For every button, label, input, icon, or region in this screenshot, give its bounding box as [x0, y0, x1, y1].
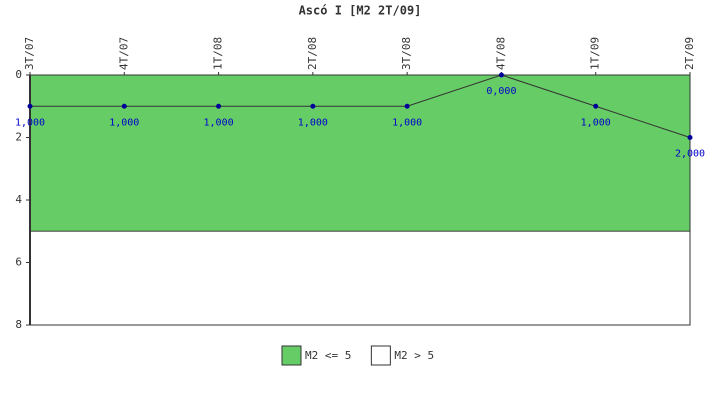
point	[404, 103, 410, 109]
legend-swatch	[281, 345, 302, 366]
point	[27, 103, 33, 109]
x-tick-label: 3T/08	[400, 37, 413, 70]
y-tick-label: 8	[15, 318, 22, 331]
x-tick-label: 2T/08	[306, 37, 319, 70]
x-tick-label: 1T/08	[212, 37, 225, 70]
x-tick-label: 4T/07	[117, 37, 130, 70]
y-tick-label: 6	[15, 256, 22, 269]
value-label: 1,000	[392, 117, 422, 128]
x-tick-label: 4T/08	[494, 37, 507, 70]
legend-label: M2 > 5	[394, 349, 434, 362]
x-tick-label: 3T/07	[23, 37, 36, 70]
value-label: 1,000	[15, 117, 45, 128]
value-label: 1,000	[204, 117, 234, 128]
point	[216, 103, 222, 109]
value-label: 1,000	[298, 117, 328, 128]
value-label: 2,000	[675, 149, 705, 160]
value-label: 0,000	[486, 86, 516, 97]
chart-title: Ascó I [M2 2T/09]	[299, 4, 422, 18]
point	[498, 72, 504, 78]
y-tick-label: 4	[15, 193, 22, 206]
band	[29, 230, 691, 326]
y-tick-label: 0	[15, 68, 22, 81]
point	[121, 103, 127, 109]
point	[593, 103, 599, 109]
value-label: 1,000	[581, 117, 611, 128]
point	[687, 135, 693, 140]
point	[310, 103, 316, 109]
x-tick-label: 1T/09	[589, 37, 602, 70]
legend-swatch	[370, 345, 391, 366]
x-tick-label: 2T/09	[683, 37, 696, 70]
line	[30, 74, 691, 138]
y-tick-label: 2	[15, 131, 22, 144]
band	[29, 74, 691, 232]
value-label: 1,000	[109, 117, 139, 128]
legend-label: M2 <= 5	[305, 349, 351, 362]
